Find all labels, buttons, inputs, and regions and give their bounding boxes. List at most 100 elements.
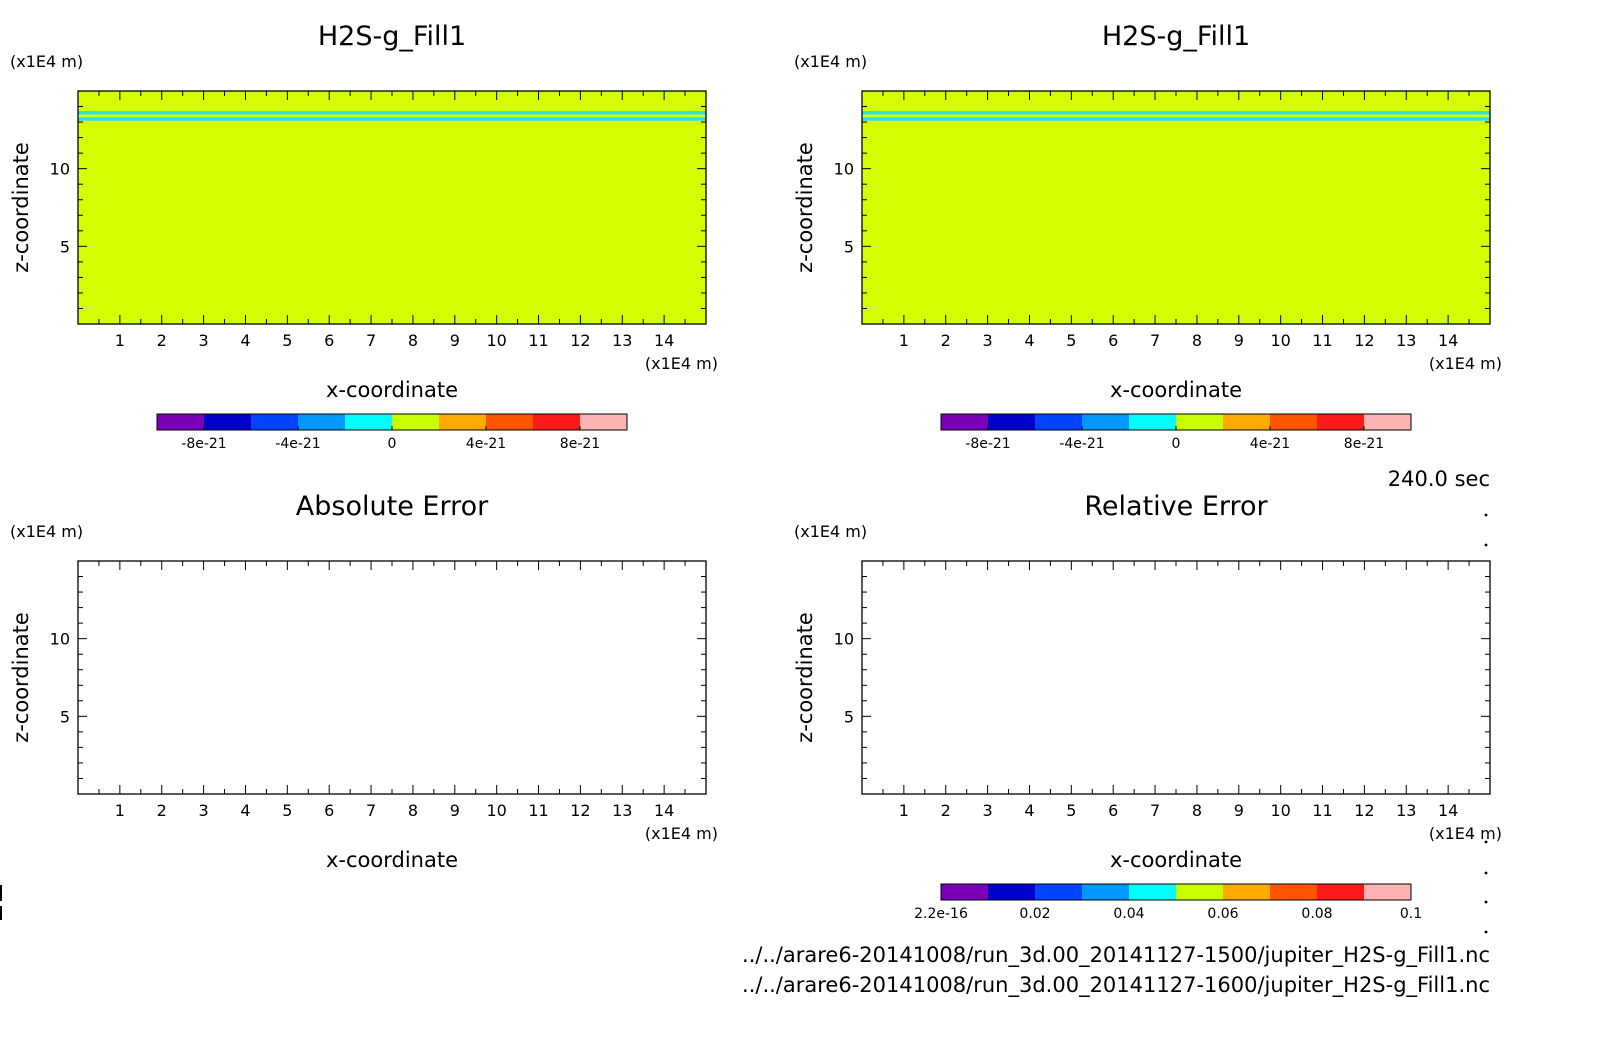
colorbar-frame: [940, 883, 1412, 901]
colorbar-label: 0: [388, 436, 397, 452]
x-tick-label: 11: [528, 801, 548, 820]
margin-dot: [1484, 930, 1488, 934]
x-tick-label: 10: [486, 331, 506, 350]
x-tick-label: 2: [941, 331, 951, 350]
x-tick-label: 1: [115, 801, 125, 820]
colorbar-swatch: [1223, 884, 1271, 900]
chart-panel-2: H2S-g_Fill1(x1E4 m)1 2 3 4 5 6 7 8 9 10 11 12 13 1451…: [793, 21, 1502, 452]
chart-title: Relative Error: [1084, 491, 1268, 522]
x-tick-label: 13: [1396, 331, 1416, 350]
colorbar-swatch: [486, 414, 534, 430]
x-tick-label: 3: [199, 801, 209, 820]
colorbar-swatch: [439, 414, 487, 430]
colorbar-swatch: [298, 414, 346, 430]
colorbar-swatch: [1176, 414, 1224, 430]
colorbar-swatch: [1129, 414, 1177, 430]
x-tick-label: 8: [1192, 801, 1202, 820]
colorbar-swatch: [1270, 884, 1318, 900]
colorbar-label: -8e-21: [965, 436, 1010, 452]
colorbar-label: -8e-21: [181, 436, 226, 452]
x-tick-label: 12: [1354, 801, 1374, 820]
y-unit-label: (x1E4 m): [10, 52, 83, 71]
x-tick-label: 2: [157, 331, 167, 350]
y-axis-label: z-coordinate: [793, 142, 817, 273]
colorbar: -8e-21 -4e-21 0 4e-21 8e-21: [156, 413, 628, 452]
colorbar-label: -4e-21: [275, 436, 320, 452]
x-tick-label: 14: [1438, 801, 1458, 820]
colorbar: -8e-21 -4e-21 0 4e-21 8e-21: [940, 413, 1412, 452]
colorbar-label: 0: [1172, 436, 1181, 452]
colorbar-label: 0.08: [1301, 906, 1332, 922]
margin-dots: [1484, 513, 1488, 934]
x-unit-label: (x1E4 m): [1429, 354, 1502, 373]
y-tick-label: 5: [60, 237, 70, 256]
margin-dot: [1484, 543, 1488, 547]
file-path-2: ../../arare6-20141008/run_3d.00_20141127…: [742, 973, 1490, 998]
colorbar-swatch: [1082, 414, 1130, 430]
x-tick-label: 8: [408, 331, 418, 350]
colorbar-swatch: [1223, 414, 1271, 430]
colorbar-swatch: [157, 414, 205, 430]
colorbar-swatch: [1317, 884, 1365, 900]
x-tick-label: 10: [486, 801, 506, 820]
x-tick-label: 3: [199, 331, 209, 350]
field-fill: [78, 91, 706, 324]
time-label: 240.0 sec: [1388, 467, 1490, 491]
x-tick-label: 3: [983, 331, 993, 350]
margin-dot: [1484, 840, 1488, 844]
x-tick-label: 6: [324, 331, 334, 350]
y-unit-label: (x1E4 m): [794, 522, 867, 541]
colorbar-label: -4e-21: [1059, 436, 1104, 452]
x-tick-label: 6: [1108, 331, 1118, 350]
y-unit-label: (x1E4 m): [10, 522, 83, 541]
x-tick-label: 11: [1312, 331, 1332, 350]
colorbar-swatch: [1129, 884, 1177, 900]
x-tick-label: 7: [1150, 801, 1160, 820]
edge-mark: [0, 906, 2, 920]
x-tick-label: 13: [1396, 801, 1416, 820]
x-unit-label: (x1E4 m): [645, 824, 718, 843]
y-tick-label: 10: [50, 630, 70, 649]
colorbar-label: 0.04: [1113, 906, 1144, 922]
x-tick-label: 5: [282, 331, 292, 350]
x-tick-label: 5: [1066, 801, 1076, 820]
y-tick-label: 5: [844, 707, 854, 726]
x-tick-label: 4: [240, 801, 250, 820]
colorbar-label: 0.06: [1207, 906, 1238, 922]
colorbar-swatch: [1035, 414, 1083, 430]
colorbar-swatch: [1035, 884, 1083, 900]
x-tick-label: 4: [1024, 801, 1034, 820]
colorbar-swatch: [1364, 414, 1412, 430]
x-tick-label: 9: [450, 331, 460, 350]
x-tick-label: 3: [983, 801, 993, 820]
x-tick-label: 9: [1234, 331, 1244, 350]
chart-title: Absolute Error: [296, 491, 489, 522]
x-tick-label: 4: [240, 331, 250, 350]
chart-panel-1: H2S-g_Fill1(x1E4 m)1 2 3 4 5 6 7 8 9 10 11 12 13 1451…: [9, 21, 718, 452]
x-tick-label: 11: [528, 331, 548, 350]
x-tick-label: 12: [1354, 331, 1374, 350]
x-tick-label: 9: [450, 801, 460, 820]
x-tick-label: 1: [899, 331, 909, 350]
x-axis-label: x-coordinate: [1110, 848, 1242, 872]
chart-panel-4: Relative Error(x1E4 m)1 2 3 4 5 6 7 8 9 10 11 12 13 1…: [793, 491, 1502, 922]
x-tick-label: 5: [1066, 331, 1076, 350]
x-tick-label: 12: [570, 331, 590, 350]
x-tick-label: 12: [570, 801, 590, 820]
colorbar-swatch: [1176, 884, 1224, 900]
x-tick-label: 10: [1270, 331, 1290, 350]
colorbar-label: 8e-21: [560, 436, 600, 452]
y-tick-label: 5: [60, 707, 70, 726]
colorbar-swatch: [1082, 884, 1130, 900]
x-tick-label: 1: [899, 801, 909, 820]
colorbar-label: 0.02: [1019, 906, 1050, 922]
x-tick-label: 7: [366, 331, 376, 350]
x-tick-label: 5: [282, 801, 292, 820]
chart-title: H2S-g_Fill1: [318, 21, 466, 52]
x-tick-label: 11: [1312, 801, 1332, 820]
plot-frame: [77, 560, 707, 795]
y-tick-label: 5: [844, 237, 854, 256]
colorbar-swatch: [204, 414, 252, 430]
x-tick-label: 9: [1234, 801, 1244, 820]
